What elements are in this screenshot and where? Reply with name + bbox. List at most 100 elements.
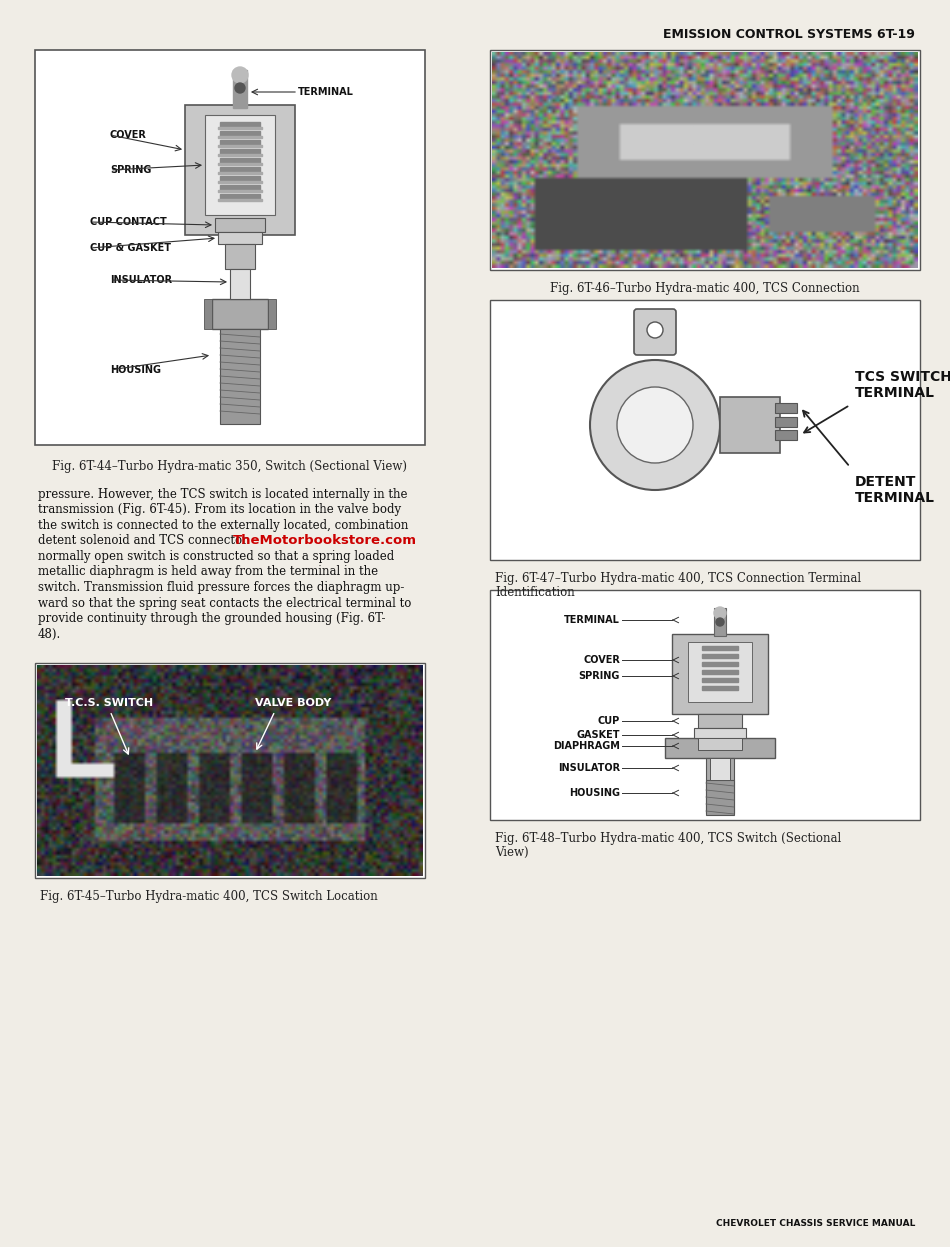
Bar bbox=[775, 430, 797, 440]
Text: TCS SWITCH
TERMINAL: TCS SWITCH TERMINAL bbox=[855, 370, 950, 400]
Bar bbox=[35, 50, 425, 445]
Bar bbox=[688, 642, 752, 702]
Text: Identification: Identification bbox=[495, 586, 575, 599]
Text: HOUSING: HOUSING bbox=[110, 365, 161, 375]
Bar bbox=[665, 738, 775, 758]
Bar bbox=[218, 127, 262, 128]
Text: pressure. However, the TCS switch is located internally in the: pressure. However, the TCS switch is loc… bbox=[38, 488, 408, 501]
Bar bbox=[220, 122, 260, 127]
Circle shape bbox=[232, 67, 248, 84]
Bar bbox=[702, 670, 738, 673]
Bar bbox=[702, 686, 738, 690]
Bar bbox=[702, 646, 738, 650]
Text: HOUSING: HOUSING bbox=[569, 788, 620, 798]
Text: SPRING: SPRING bbox=[110, 165, 151, 175]
Text: GASKET: GASKET bbox=[577, 729, 620, 739]
Circle shape bbox=[716, 619, 724, 626]
FancyBboxPatch shape bbox=[672, 633, 768, 715]
Bar bbox=[218, 163, 262, 165]
Bar bbox=[220, 131, 260, 136]
Circle shape bbox=[235, 84, 245, 94]
Circle shape bbox=[714, 607, 726, 619]
Text: INSULATOR: INSULATOR bbox=[110, 276, 172, 286]
Bar bbox=[220, 158, 260, 163]
Text: transmission (Fig. 6T-45). From its location in the valve body: transmission (Fig. 6T-45). From its loca… bbox=[38, 504, 401, 516]
Bar bbox=[220, 195, 260, 200]
Bar bbox=[694, 728, 746, 738]
Bar bbox=[218, 190, 262, 192]
Text: TERMINAL: TERMINAL bbox=[298, 87, 353, 97]
Text: 48).: 48). bbox=[38, 627, 61, 641]
Text: COVER: COVER bbox=[583, 655, 620, 665]
Bar bbox=[490, 301, 920, 560]
Bar bbox=[218, 145, 262, 147]
Bar bbox=[220, 140, 260, 145]
Bar bbox=[215, 218, 265, 232]
Text: Fig. 6T-46–Turbo Hydra-matic 400, TCS Connection: Fig. 6T-46–Turbo Hydra-matic 400, TCS Co… bbox=[550, 282, 860, 296]
Bar bbox=[218, 136, 262, 138]
Bar bbox=[706, 781, 734, 816]
FancyBboxPatch shape bbox=[634, 309, 676, 355]
Text: ward so that the spring seat contacts the electrical terminal to: ward so that the spring seat contacts th… bbox=[38, 596, 411, 610]
Text: TERMINAL: TERMINAL bbox=[564, 615, 620, 625]
FancyBboxPatch shape bbox=[185, 105, 295, 234]
Text: metallic diaphragm is held away from the terminal in the: metallic diaphragm is held away from the… bbox=[38, 565, 378, 579]
Bar bbox=[205, 115, 275, 214]
Bar bbox=[220, 176, 260, 181]
Bar bbox=[218, 172, 262, 175]
Bar bbox=[204, 299, 212, 329]
Bar bbox=[702, 678, 738, 682]
Bar bbox=[220, 167, 260, 172]
Bar bbox=[218, 232, 262, 244]
Text: Fig. 6T-44–Turbo Hydra-matic 350, Switch (Sectional View): Fig. 6T-44–Turbo Hydra-matic 350, Switch… bbox=[52, 460, 408, 473]
Text: View): View) bbox=[495, 845, 528, 859]
Text: CHEVROLET CHASSIS SERVICE MANUAL: CHEVROLET CHASSIS SERVICE MANUAL bbox=[715, 1220, 915, 1228]
Text: T.C.S. SWITCH: T.C.S. SWITCH bbox=[65, 698, 153, 708]
Text: INSULATOR: INSULATOR bbox=[558, 763, 620, 773]
Bar bbox=[698, 715, 742, 728]
Bar bbox=[702, 662, 738, 666]
Text: COVER: COVER bbox=[110, 130, 147, 140]
Bar bbox=[710, 758, 730, 781]
Text: CUP: CUP bbox=[598, 716, 620, 726]
Bar bbox=[775, 403, 797, 413]
Text: Fig. 6T-47–Turbo Hydra-matic 400, TCS Connection Terminal: Fig. 6T-47–Turbo Hydra-matic 400, TCS Co… bbox=[495, 572, 861, 585]
Bar bbox=[218, 153, 262, 156]
Bar bbox=[775, 416, 797, 426]
Bar bbox=[490, 50, 920, 271]
Bar bbox=[230, 269, 250, 299]
Bar bbox=[35, 663, 425, 878]
Bar bbox=[220, 329, 260, 424]
Bar bbox=[212, 299, 268, 329]
Text: DETENT
TERMINAL: DETENT TERMINAL bbox=[855, 475, 935, 505]
Bar bbox=[720, 397, 780, 453]
Bar bbox=[698, 738, 742, 749]
Text: Fig. 6T-48–Turbo Hydra-matic 400, TCS Switch (Sectional: Fig. 6T-48–Turbo Hydra-matic 400, TCS Sw… bbox=[495, 832, 842, 845]
Text: provide continuity through the grounded housing (Fig. 6T-: provide continuity through the grounded … bbox=[38, 612, 386, 625]
Bar bbox=[220, 185, 260, 190]
Bar bbox=[218, 181, 262, 183]
Text: switch. Transmission fluid pressure forces the diaphragm up-: switch. Transmission fluid pressure forc… bbox=[38, 581, 405, 594]
Text: TheMotorbookstore.com: TheMotorbookstore.com bbox=[233, 535, 417, 547]
Bar bbox=[220, 148, 260, 153]
Bar bbox=[706, 758, 734, 813]
Bar bbox=[714, 609, 726, 636]
Text: CUP & GASKET: CUP & GASKET bbox=[90, 243, 171, 253]
Text: Fig. 6T-45–Turbo Hydra-matic 400, TCS Switch Location: Fig. 6T-45–Turbo Hydra-matic 400, TCS Sw… bbox=[40, 890, 378, 903]
Text: CUP CONTACT: CUP CONTACT bbox=[90, 217, 167, 227]
Bar bbox=[225, 244, 255, 269]
Circle shape bbox=[590, 360, 720, 490]
Bar bbox=[268, 299, 276, 329]
Text: SPRING: SPRING bbox=[579, 671, 620, 681]
Text: detent solenoid and TCS connector: detent solenoid and TCS connector bbox=[38, 535, 252, 547]
Circle shape bbox=[647, 322, 663, 338]
Text: VALVE BODY: VALVE BODY bbox=[255, 698, 332, 708]
Bar bbox=[233, 70, 247, 108]
Text: DIAPHRAGM: DIAPHRAGM bbox=[553, 741, 620, 751]
Circle shape bbox=[617, 387, 693, 463]
Text: normally open switch is constructed so that a spring loaded: normally open switch is constructed so t… bbox=[38, 550, 394, 562]
Bar bbox=[702, 653, 738, 658]
Bar bbox=[490, 590, 920, 821]
Text: the switch is connected to the externally located, combination: the switch is connected to the externall… bbox=[38, 519, 408, 532]
Bar bbox=[218, 200, 262, 201]
